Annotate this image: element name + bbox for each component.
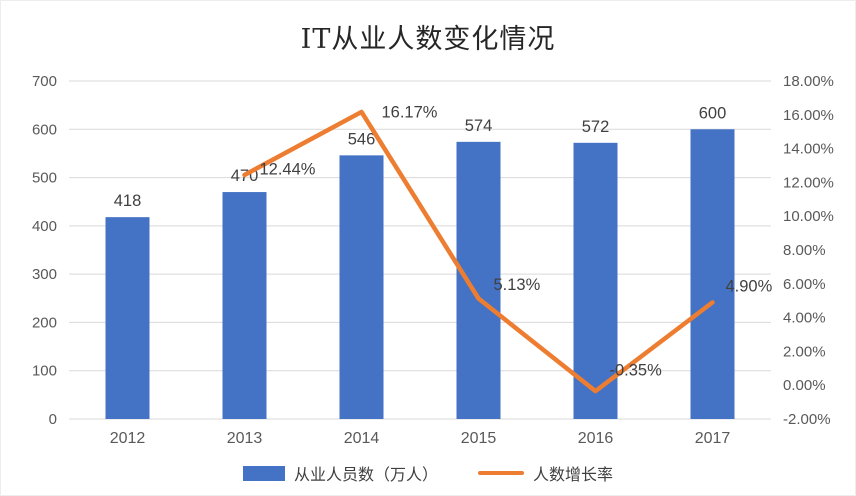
left-axis-tick: 600	[32, 121, 57, 138]
line-label-2015: 5.13%	[494, 276, 541, 294]
x-axis-tick-2016: 2016	[578, 430, 614, 447]
right-axis-tick: 16.00%	[783, 107, 834, 124]
right-axis-tick: 0.00%	[783, 377, 826, 394]
bar-2013	[222, 192, 267, 419]
line-series-swatch	[478, 471, 524, 475]
chart-plot-area: 700 600 500 400 300 200 100 0 18.00% 16.00% 14.00%…	[32, 73, 834, 447]
bar-2017	[690, 129, 735, 419]
x-axis-tick-2014: 2014	[344, 430, 380, 447]
right-axis-tick: 10.00%	[783, 208, 834, 225]
right-axis-tick: 6.00%	[783, 276, 826, 293]
right-axis-tick: 4.00%	[783, 310, 826, 327]
bar-label-2012: 418	[114, 192, 142, 210]
chart-title: IT从业人数变化情况	[300, 24, 556, 55]
line-label-2017: 4.90%	[726, 278, 773, 296]
left-axis-tick: 700	[32, 73, 57, 90]
line-label-2014: 16.17%	[382, 103, 438, 121]
right-axis-tick: 12.00%	[783, 174, 834, 191]
right-axis-tick: 18.00%	[783, 73, 834, 90]
bar-label-2014: 546	[348, 130, 376, 148]
right-axis-tick: -2.00%	[783, 411, 831, 428]
bar-2012	[105, 217, 150, 419]
left-axis-tick: 100	[32, 363, 57, 380]
bar-2015	[456, 141, 501, 419]
bar-2016	[573, 142, 618, 419]
x-axis-tick-2013: 2013	[227, 430, 263, 447]
growth-rate-line	[242, 109, 715, 394]
left-axis-tick: 500	[32, 170, 57, 187]
x-axis-tick-2017: 2017	[695, 430, 731, 447]
bar-label-2015: 574	[465, 117, 493, 135]
legend-item-growth-rate: 人数增长率	[478, 461, 613, 485]
bar-label-2017: 600	[699, 104, 727, 122]
bar-series-swatch	[242, 465, 285, 481]
left-axis-tick: 200	[32, 314, 57, 331]
line-label-2016: -0.35%	[610, 361, 663, 379]
right-axis-tick: 8.00%	[783, 242, 826, 259]
legend: 从业人员数（万人） 人数增长率	[1, 461, 855, 485]
legend-label-employees: 从业人员数（万人）	[293, 467, 438, 484]
right-axis-tick: 2.00%	[783, 343, 826, 360]
bar-2014	[339, 155, 384, 420]
left-axis-tick: 300	[32, 266, 57, 283]
legend-item-employees: 从业人员数（万人）	[242, 461, 438, 485]
left-axis-tick: 400	[32, 218, 57, 235]
x-axis-tick-2015: 2015	[461, 430, 497, 447]
bar-label-2016: 572	[582, 118, 610, 136]
right-axis-tick: 14.00%	[783, 141, 834, 158]
x-axis-tick-2012: 2012	[110, 430, 146, 447]
line-label-2013: 12.44%	[260, 160, 316, 178]
left-axis-tick: 0	[49, 411, 57, 428]
legend-label-growth-rate: 人数增长率	[533, 467, 614, 484]
